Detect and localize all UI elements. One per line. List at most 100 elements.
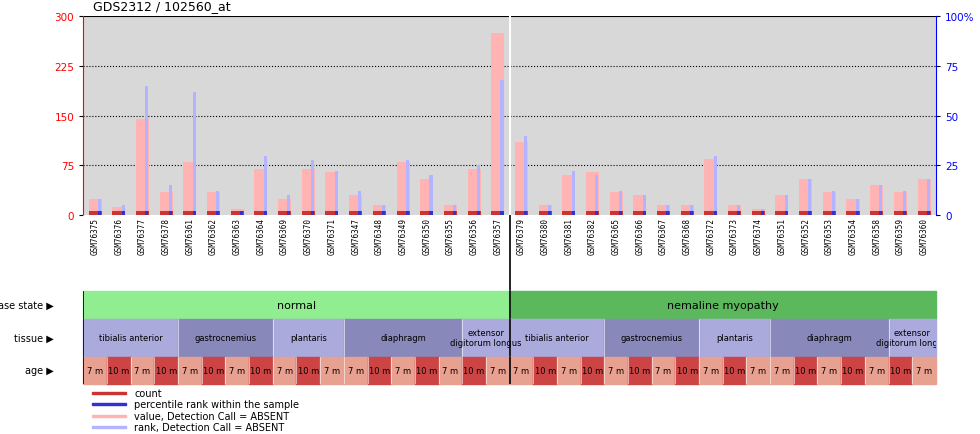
Bar [406,212,409,216]
Bar [927,212,930,216]
Bar [98,212,101,216]
Text: tibialis anterior: tibialis anterior [525,333,589,342]
Text: GSM76369: GSM76369 [280,218,289,255]
Bar [514,143,528,216]
Bar [415,357,438,384]
Bar [501,212,504,216]
Bar [595,212,599,216]
Bar [160,212,172,216]
Bar [619,212,622,216]
Bar [420,212,433,216]
Bar [808,212,811,216]
Bar [406,160,409,216]
Bar [88,199,102,216]
Bar [737,206,741,216]
Bar [491,34,505,216]
Bar [113,212,125,216]
Bar [264,156,267,216]
Text: 7 m: 7 m [442,366,459,375]
Bar [287,196,290,216]
Bar [92,415,125,417]
Bar [610,212,622,216]
Bar [335,212,338,216]
Bar [785,196,788,216]
Text: GSM76365: GSM76365 [612,218,620,255]
Bar [372,212,386,216]
Bar [92,392,125,394]
Bar [113,207,125,216]
Bar [510,319,605,357]
Bar [666,206,669,216]
Bar [823,193,836,216]
Bar [193,93,196,216]
Bar [207,212,220,216]
Text: plantaris: plantaris [716,333,753,342]
Bar [705,212,717,216]
Bar [344,319,463,357]
Text: GSM76376: GSM76376 [115,218,123,255]
Bar [643,212,646,216]
Text: 7 m: 7 m [821,366,837,375]
Bar [397,212,410,216]
Bar [217,212,220,216]
Text: 10 m: 10 m [368,366,390,375]
Bar [501,81,504,216]
Text: GSM76363: GSM76363 [232,218,242,255]
Bar [83,357,107,384]
Bar [122,206,124,216]
Bar [444,212,457,216]
Bar [605,319,699,357]
Bar [832,212,835,216]
Bar [799,212,812,216]
Bar [832,192,835,216]
Bar [817,357,841,384]
Bar [420,179,433,216]
Bar [917,212,931,216]
Text: GSM76360: GSM76360 [919,218,929,255]
Bar [619,192,622,216]
Text: 10 m: 10 m [203,366,224,375]
Text: 10 m: 10 m [108,366,129,375]
Bar [453,206,457,216]
Bar [183,212,196,216]
Bar [586,212,599,216]
Bar [657,206,670,216]
Bar [145,212,148,216]
Bar [453,212,457,216]
Bar [92,404,125,405]
Text: rank, Detection Call = ABSENT: rank, Detection Call = ABSENT [134,423,285,433]
Bar [193,212,196,216]
Text: 10 m: 10 m [676,366,698,375]
Bar [690,206,693,216]
Bar [136,212,149,216]
Bar [889,357,912,384]
Bar [904,212,907,216]
Bar [571,172,574,216]
Text: 7 m: 7 m [656,366,671,375]
Bar [643,196,646,216]
Text: 7 m: 7 m [324,366,340,375]
Text: 10 m: 10 m [464,366,485,375]
Text: GSM76364: GSM76364 [257,218,266,255]
Text: 7 m: 7 m [514,366,529,375]
Bar [278,199,291,216]
Bar [272,357,296,384]
Text: 10 m: 10 m [582,366,603,375]
Text: diaphragm: diaphragm [807,333,853,342]
Bar [88,212,102,216]
Text: 10 m: 10 m [890,366,911,375]
Bar [391,357,415,384]
Bar [444,206,457,216]
Text: GSM76366: GSM76366 [635,218,645,255]
Text: GSM76352: GSM76352 [801,218,810,255]
Text: normal: normal [277,300,316,310]
Text: GSM76377: GSM76377 [138,218,147,255]
Text: 7 m: 7 m [916,366,932,375]
Bar [264,212,267,216]
Bar [463,357,486,384]
Text: 10 m: 10 m [629,366,651,375]
Bar [278,212,291,216]
Bar [439,357,463,384]
Bar [122,212,124,216]
Bar [799,179,812,216]
